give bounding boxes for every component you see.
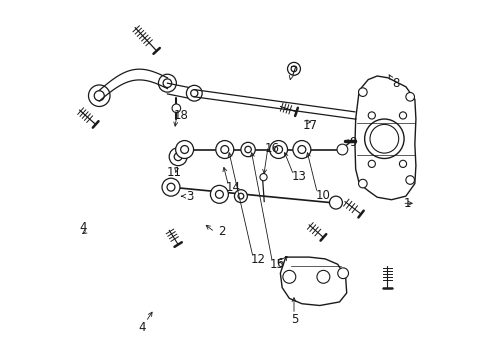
Circle shape xyxy=(367,160,375,167)
Circle shape xyxy=(162,178,180,196)
Circle shape xyxy=(234,190,247,203)
Text: 2: 2 xyxy=(218,225,225,238)
Circle shape xyxy=(292,140,310,158)
Circle shape xyxy=(172,104,180,113)
Text: 17: 17 xyxy=(302,119,317,132)
Text: 12: 12 xyxy=(250,253,265,266)
Text: 13: 13 xyxy=(291,170,306,183)
Circle shape xyxy=(186,85,202,101)
Circle shape xyxy=(399,112,406,119)
Text: 4: 4 xyxy=(138,320,146,333)
Text: 16: 16 xyxy=(264,142,279,155)
Circle shape xyxy=(282,270,295,283)
Circle shape xyxy=(358,179,366,188)
Circle shape xyxy=(316,270,329,283)
Circle shape xyxy=(241,142,255,157)
Circle shape xyxy=(210,185,228,203)
Text: 4: 4 xyxy=(79,221,87,234)
Text: 5: 5 xyxy=(290,312,298,326)
Polygon shape xyxy=(280,257,346,306)
Text: 1: 1 xyxy=(403,197,410,210)
Circle shape xyxy=(358,88,366,96)
Text: 7: 7 xyxy=(290,65,297,78)
Circle shape xyxy=(260,174,266,181)
Circle shape xyxy=(405,93,414,101)
Circle shape xyxy=(337,268,348,279)
Text: 9: 9 xyxy=(348,136,356,149)
Text: 10: 10 xyxy=(315,189,329,202)
Circle shape xyxy=(367,112,375,119)
Circle shape xyxy=(399,160,406,167)
Circle shape xyxy=(336,144,347,155)
Circle shape xyxy=(287,62,300,75)
Polygon shape xyxy=(354,76,415,200)
Circle shape xyxy=(329,196,342,209)
Circle shape xyxy=(405,176,414,184)
Text: 14: 14 xyxy=(225,181,240,194)
Text: 18: 18 xyxy=(173,109,188,122)
Circle shape xyxy=(88,85,110,107)
Circle shape xyxy=(175,140,193,158)
Circle shape xyxy=(364,119,403,158)
Circle shape xyxy=(269,140,287,158)
Circle shape xyxy=(158,74,176,92)
Text: 3: 3 xyxy=(186,190,193,203)
Text: 6: 6 xyxy=(276,257,284,270)
Text: 11: 11 xyxy=(167,166,182,179)
Circle shape xyxy=(169,148,187,166)
Text: 8: 8 xyxy=(391,77,399,90)
Circle shape xyxy=(215,140,233,158)
Text: 15: 15 xyxy=(269,258,284,271)
